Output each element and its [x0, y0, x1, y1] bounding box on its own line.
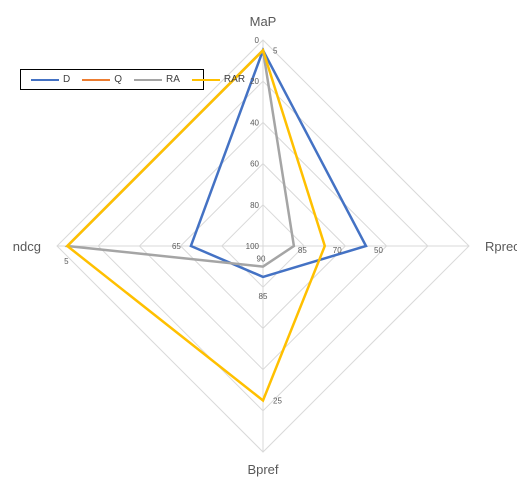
series-d: [189, 47, 368, 279]
radial-tick-100: 100: [246, 242, 260, 251]
series-rar: [65, 47, 327, 403]
radar-grid: [56, 39, 470, 453]
legend-swatch: [82, 78, 111, 81]
legend-item-d: D: [31, 74, 70, 85]
legend-item-rar: RAR: [191, 74, 246, 85]
value-label-map-5: 5: [273, 46, 278, 55]
axis-label-bpref: Bpref: [247, 462, 278, 477]
value-label-bpref-85: 85: [259, 292, 268, 301]
legend-label: RAR: [223, 74, 246, 85]
value-label-bpref-90: 90: [257, 255, 266, 264]
axis-label-ndcg: ndcg: [13, 239, 41, 254]
value-label-rprec-50: 50: [374, 246, 383, 255]
legend-swatch: [134, 78, 163, 81]
legend-item-q: Q: [82, 74, 122, 85]
value-label-rprec-70: 70: [333, 246, 342, 255]
legend-label: D: [63, 74, 71, 85]
value-label-rprec-85: 85: [298, 246, 307, 255]
radial-tick-20: 20: [250, 77, 259, 86]
axis-label-rprec: Rprec: [485, 239, 517, 254]
radial-tick-labels: 0 20 40 60 80 100: [246, 36, 260, 251]
legend-label: Q: [114, 74, 123, 85]
radial-tick-40: 40: [250, 118, 259, 127]
legend-item-ra: RA: [134, 74, 180, 85]
legend-swatch: [31, 78, 59, 81]
axis-label-map: MaP: [250, 14, 277, 29]
value-label-bpref-25: 25: [273, 397, 282, 406]
value-labels: 5 50 70 85 25 85 90 65 5: [64, 46, 383, 405]
radial-tick-80: 80: [250, 201, 259, 210]
value-label-ndcg-65: 65: [172, 242, 181, 251]
radial-tick-60: 60: [250, 160, 259, 169]
value-label-ndcg-5: 5: [64, 257, 69, 266]
legend-swatch: [191, 78, 220, 81]
radar-series: [64, 47, 368, 403]
radial-tick-0: 0: [255, 36, 260, 45]
axis-labels: MaP Rprec Bpref ndcg: [13, 14, 517, 477]
legend-label: RA: [166, 74, 180, 85]
legend: D Q RA RAR: [20, 69, 245, 90]
